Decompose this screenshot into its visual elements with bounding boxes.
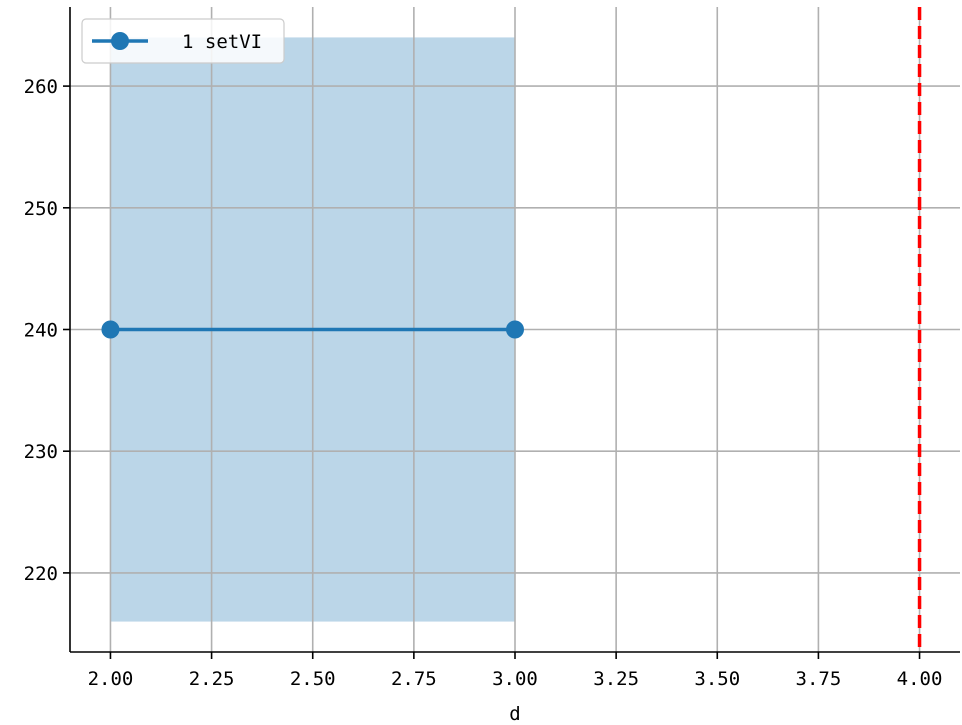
series-layer [101,320,524,339]
x-ticks: 2.00 2.25 2.50 2.75 3.00 3.25 3.50 3.75 4.00 [88,652,943,690]
x-tick-label-7: 3.75 [796,668,842,690]
x-tick-label-8: 4.00 [897,668,943,690]
legend-marker-0 [111,32,129,50]
y-tick-label-2: 240 [24,320,58,342]
x-tick-label-2: 2.50 [290,668,336,690]
x-axis-label: d [509,703,520,725]
x-tick-label-5: 3.25 [593,668,639,690]
data-point-0-1 [506,320,524,339]
y-tick-label-3: 250 [24,198,58,220]
legend-label-0: 1 setVI [182,31,262,53]
x-tick-label-3: 2.75 [391,668,437,690]
y-tick-label-0: 220 [24,563,58,585]
legend: 1 setVI [81,18,285,64]
x-tick-label-6: 3.50 [694,668,740,690]
legend-box [81,18,285,64]
y-tick-label-4: 260 [24,76,58,98]
x-tick-label-0: 2.00 [88,668,134,690]
data-point-0-0 [101,320,120,339]
y-tick-label-1: 230 [24,441,58,463]
x-tick-label-4: 3.00 [492,668,538,690]
x-tick-label-1: 2.25 [189,668,235,690]
y-ticks: 220 230 240 250 260 [24,76,70,585]
